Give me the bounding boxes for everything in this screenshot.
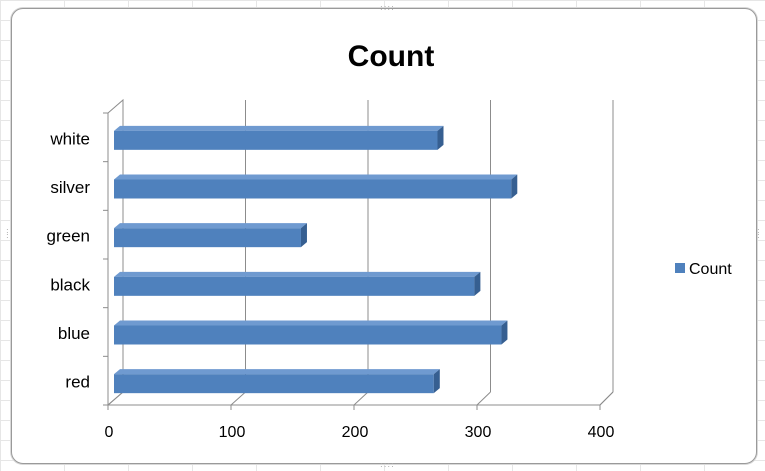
top-resize-handle[interactable]: :::: [380,3,395,12]
bar-end-face [437,125,444,150]
floor-gridline [107,391,124,406]
bar-top-face [114,125,444,131]
bar-white[interactable] [114,125,444,150]
bar-end-face [511,174,518,199]
legend[interactable]: Count [675,261,732,278]
category-label-red: red [65,373,90,392]
floor-gridline [230,391,246,406]
category-label-white: white [49,129,90,148]
category-label-blue: blue [58,324,90,343]
floor-gridline [599,391,614,406]
bar-green[interactable] [114,223,307,248]
bottom-resize-handle[interactable]: :::: [380,460,395,469]
bar-front-face [114,276,475,296]
x-tick-label: 200 [342,424,369,441]
left-resize-handle[interactable]: :: [6,226,9,240]
right-resize-handle[interactable]: :: [757,226,760,240]
bar-end-face [433,369,440,394]
bar-red[interactable] [114,369,440,394]
legend-label: Count [689,261,732,278]
bar-top-face [114,174,518,180]
bar-top-face [114,223,307,229]
bar-blue[interactable] [114,320,508,345]
x-tick-label: 100 [219,424,246,441]
x-tick-labels: 0 100 200 300 400 [105,424,615,441]
bar-front-face [114,325,502,345]
bar-top-face [114,369,440,375]
x-tick-label: 400 [588,424,615,441]
bar-top-face [114,320,508,326]
x-tick-label: 300 [465,424,492,441]
bar-top-face [114,271,481,277]
bar-end-face [474,271,481,296]
floor-gridline [476,391,491,406]
bar-front-face [114,374,434,394]
bar-silver[interactable] [114,174,518,199]
category-label-black: black [50,275,90,294]
category-label-green: green [47,227,90,246]
chart-title: Count [348,40,435,73]
category-labels: red blue black green silver white [47,129,91,391]
x-tick-label: 0 [105,424,114,441]
floor-gridline [353,391,369,406]
bar-front-face [114,130,438,150]
legend-swatch [675,263,685,273]
bar-end-face [300,223,307,248]
category-label-silver: silver [50,178,90,197]
bar-end-face [501,320,508,345]
bar-front-face [114,179,512,199]
bar-black[interactable] [114,271,481,296]
bar-front-face [114,228,301,248]
bars [114,125,518,394]
